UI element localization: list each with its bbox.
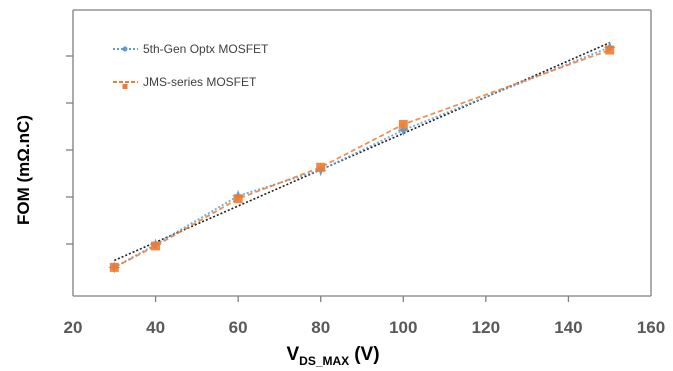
series-2-point-100 — [398, 119, 408, 129]
series-2-point-150 — [605, 45, 615, 55]
x-tick-label-40: 40 — [146, 318, 165, 337]
series-layer — [108, 41, 616, 274]
x-tick-label-20: 20 — [64, 318, 83, 337]
series-2-point-40 — [151, 241, 161, 251]
series-2-point-60 — [233, 194, 243, 204]
legend: 5th-Gen Optx MOSFET JMS-series MOSFET — [113, 42, 269, 89]
x-axis-title-main: V — [286, 344, 299, 365]
x-tick-label-160: 160 — [637, 318, 665, 337]
legend-marker-1 — [122, 46, 128, 52]
plot-area — [72, 9, 652, 297]
y-axis-ticks — [66, 55, 73, 245]
x-tick-label-60: 60 — [229, 318, 248, 337]
x-axis-title: VDS_MAX (V) — [286, 344, 379, 368]
series-line-2 — [113, 49, 611, 269]
legend-marker-2 — [122, 84, 128, 89]
series-1-point-100 — [397, 124, 410, 137]
series-2-point-30 — [109, 262, 119, 272]
x-tick-label-120: 120 — [472, 318, 500, 337]
legend-label-1: 5th-Gen Optx MOSFET — [143, 42, 269, 56]
series-2-point-80 — [316, 162, 326, 172]
x-axis-title-subscript: DS_MAX — [299, 354, 349, 368]
x-tick-label-140: 140 — [554, 318, 582, 337]
x-axis-ticks: 20 40 60 80 100 120 140 160 — [64, 296, 665, 337]
x-axis-title-unit: (V) — [354, 344, 379, 365]
y-axis-title: FOM (mΩ.nC) — [14, 115, 33, 225]
x-tick-label-80: 80 — [311, 318, 330, 337]
legend-label-2: JMS-series MOSFET — [143, 75, 257, 89]
x-tick-label-100: 100 — [389, 318, 417, 337]
